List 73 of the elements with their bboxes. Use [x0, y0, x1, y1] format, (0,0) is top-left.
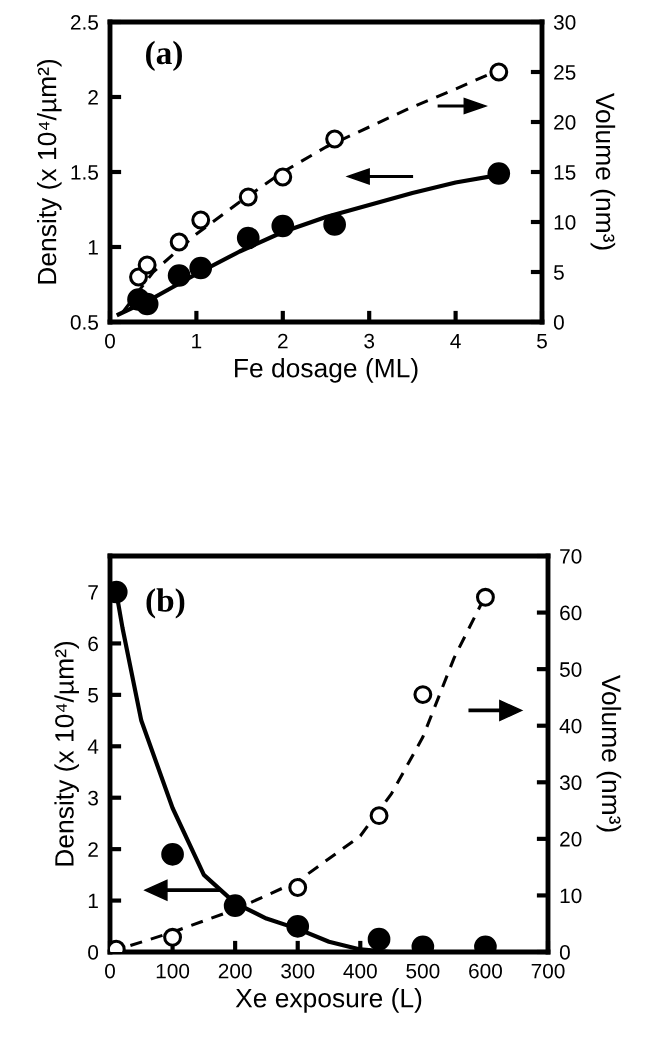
y-tick-label: 1.5 [71, 165, 99, 180]
point [325, 129, 345, 149]
y2-tick-label: 10 [560, 888, 582, 904]
point [223, 894, 247, 918]
y-tick-label: 1 [88, 240, 98, 255]
point [135, 292, 159, 316]
point [137, 255, 157, 275]
point [163, 927, 183, 947]
y-tick-label: 3 [88, 790, 98, 806]
x-tick-label: 5 [537, 333, 547, 349]
y2-tick-label: 20 [560, 831, 582, 847]
y-tick-label: 2 [88, 90, 98, 105]
x-tick-label: 3 [364, 333, 375, 349]
point [161, 842, 184, 866]
y2-axis-title: Volume (nm³) [596, 674, 622, 832]
point [236, 226, 260, 250]
point [273, 167, 293, 187]
y-tick-label: 1 [88, 893, 98, 909]
point [191, 210, 211, 230]
point [169, 232, 189, 252]
x-axis-title: Fe dosage (ML) [235, 358, 418, 383]
point [413, 685, 433, 705]
y-tick-label: 0.5 [70, 315, 99, 330]
y-tick-label: 0 [88, 945, 99, 960]
y2-tick-label: 40 [559, 718, 582, 734]
point [286, 914, 310, 938]
y2-tick-label: 60 [560, 605, 582, 621]
x-tick-label: 0 [105, 333, 115, 349]
point [167, 264, 191, 287]
x-tick-label: 500 [406, 963, 440, 979]
x-tick-label: 300 [281, 963, 315, 979]
x-tick-label: 100 [156, 963, 190, 979]
x-axis-title: Xe exposure (L) [235, 988, 422, 1013]
point [487, 162, 511, 185]
point [288, 878, 308, 897]
y-tick-label: 5 [88, 688, 99, 703]
y2-tick-label: 10 [554, 215, 576, 230]
y2-tick-label: 50 [559, 662, 582, 677]
point [238, 187, 258, 207]
y-axis-title: Density (x 10⁴/µm²) [54, 641, 79, 866]
y2-tick-label: 0 [553, 315, 564, 330]
x-tick-label: 600 [469, 963, 502, 979]
y2-tick-label: 15 [554, 165, 576, 180]
y-tick-label: 2.5 [70, 15, 99, 30]
y-tick-label: 6 [88, 636, 98, 652]
point [369, 806, 389, 826]
x-tick-label: 4 [450, 333, 461, 349]
y2-tick-label: 0 [559, 945, 570, 960]
y2-tick-label: 25 [554, 65, 576, 80]
x-tick-label: 0 [105, 963, 115, 979]
y2-tick-label: 30 [559, 775, 582, 791]
y2-tick-label: 5 [553, 265, 564, 280]
x-tick-label: 2 [278, 333, 288, 349]
y2-tick-label: 20 [554, 115, 576, 130]
point [475, 587, 495, 607]
annotation: (b) [146, 588, 185, 619]
y-tick-label: 2 [88, 842, 98, 857]
x-tick-label: 1 [192, 333, 202, 349]
x-tick-label: 400 [343, 963, 377, 979]
point [367, 927, 391, 951]
point [271, 214, 295, 238]
point [489, 62, 509, 82]
y2-axis-title: Volume (nm³) [590, 92, 616, 250]
y2-tick-label: 70 [560, 549, 582, 564]
point [323, 213, 346, 236]
x-tick-label: 200 [218, 963, 252, 979]
x-tick-label: 700 [531, 963, 565, 979]
y2-tick-label: 30 [553, 15, 576, 30]
y-tick-label: 4 [87, 739, 99, 754]
point [189, 256, 213, 280]
annotation: (a) [146, 40, 182, 72]
y-axis-title: Density (x 10⁴/µm²) [37, 59, 62, 284]
y-tick-label: 7 [88, 585, 98, 600]
